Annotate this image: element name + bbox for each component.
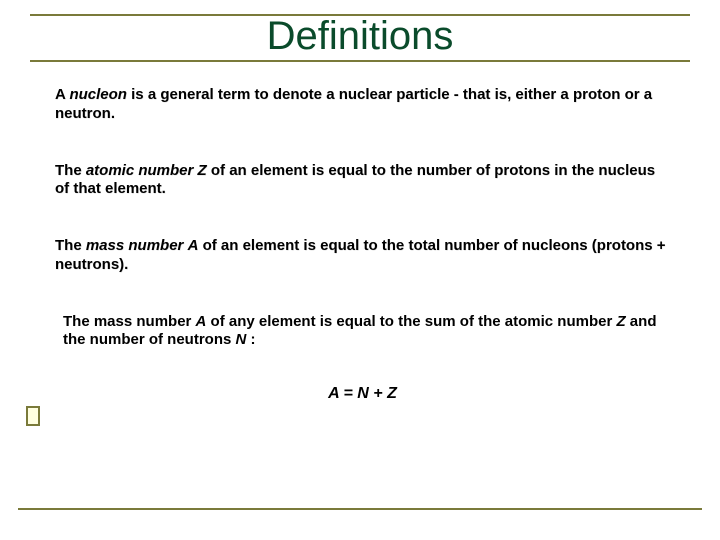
text: The mass number [63,313,196,330]
term: atomic number [86,162,194,179]
text: : [246,331,255,348]
symbol: A [196,313,207,330]
equation: A = N + Z [55,384,670,404]
definition-atomic-number: The atomic number Z of an element is equ… [55,162,670,200]
term: nucleon [69,86,127,103]
content-area: A nucleon is a general term to denote a … [55,86,670,404]
text: of any element is equal to the sum of th… [206,313,616,330]
bullet-icon [26,406,40,426]
definition-sum: The mass number A of any element is equa… [63,313,670,351]
symbol: Z [616,313,625,330]
definition-mass-number: The mass number A of an element is equal… [55,237,670,275]
text: A [55,86,69,103]
text: The [55,237,86,254]
symbol: A [188,237,199,254]
text: is a general term to denote a nuclear pa… [55,86,652,122]
symbol: N [236,331,247,348]
page-title: Definitions [0,14,720,56]
definition-nucleon: A nucleon is a general term to denote a … [55,86,670,124]
title-underline [30,60,690,62]
text: The [55,162,86,179]
bottom-rule [18,508,702,510]
term: mass number [86,237,184,254]
symbol: Z [198,162,207,179]
